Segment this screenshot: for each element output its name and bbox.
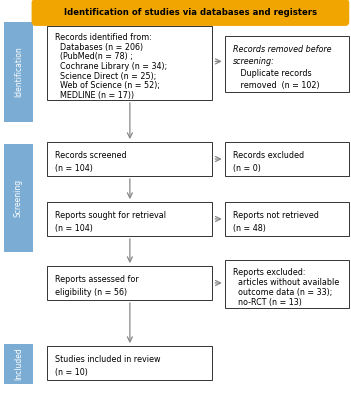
Text: Records removed before: Records removed before — [233, 45, 331, 54]
FancyBboxPatch shape — [225, 36, 349, 92]
FancyBboxPatch shape — [47, 142, 212, 176]
Text: Screening: Screening — [14, 179, 23, 217]
Text: articles without available: articles without available — [233, 278, 339, 287]
Text: no-RCT (n = 13): no-RCT (n = 13) — [233, 298, 302, 307]
Text: Records screened: Records screened — [55, 151, 127, 160]
Text: (n = 104): (n = 104) — [55, 224, 93, 233]
FancyBboxPatch shape — [32, 0, 349, 25]
Text: outcome data (n = 33);: outcome data (n = 33); — [233, 288, 332, 297]
FancyBboxPatch shape — [4, 144, 33, 252]
Text: Reports excluded:: Reports excluded: — [233, 268, 305, 277]
Text: screening:: screening: — [233, 57, 274, 66]
Text: (PubMed(n = 78) ;: (PubMed(n = 78) ; — [55, 52, 133, 62]
Text: removed  (n = 102): removed (n = 102) — [233, 81, 319, 90]
FancyBboxPatch shape — [4, 344, 33, 384]
FancyBboxPatch shape — [225, 202, 349, 236]
Text: Records identified from:: Records identified from: — [55, 33, 152, 42]
Text: Science Direct (n = 25);: Science Direct (n = 25); — [55, 72, 157, 81]
Text: (n = 48): (n = 48) — [233, 224, 266, 233]
FancyBboxPatch shape — [4, 22, 33, 122]
Text: (n = 10): (n = 10) — [55, 368, 88, 377]
Text: Identification of studies via databases and registers: Identification of studies via databases … — [64, 8, 317, 17]
Text: Cochrane Library (n = 34);: Cochrane Library (n = 34); — [55, 62, 168, 71]
Text: Included: Included — [14, 348, 23, 380]
Text: Records excluded: Records excluded — [233, 151, 304, 160]
Text: Identification: Identification — [14, 47, 23, 97]
FancyBboxPatch shape — [225, 142, 349, 176]
Text: Duplicate records: Duplicate records — [233, 69, 311, 78]
Text: eligibility (n = 56): eligibility (n = 56) — [55, 288, 127, 297]
Text: Reports not retrieved: Reports not retrieved — [233, 211, 319, 220]
Text: (n = 0): (n = 0) — [233, 164, 260, 173]
Text: Databases (n = 206): Databases (n = 206) — [55, 43, 144, 52]
FancyBboxPatch shape — [47, 26, 212, 100]
FancyBboxPatch shape — [47, 202, 212, 236]
FancyBboxPatch shape — [47, 346, 212, 380]
Text: MEDLINE (n = 17)): MEDLINE (n = 17)) — [55, 91, 134, 100]
FancyBboxPatch shape — [47, 266, 212, 300]
FancyBboxPatch shape — [225, 260, 349, 308]
Text: Reports sought for retrieval: Reports sought for retrieval — [55, 211, 166, 220]
Text: Reports assessed for: Reports assessed for — [55, 275, 139, 284]
Text: (n = 104): (n = 104) — [55, 164, 93, 173]
Text: Web of Science (n = 52);: Web of Science (n = 52); — [55, 81, 160, 90]
Text: Studies included in review: Studies included in review — [55, 355, 161, 364]
